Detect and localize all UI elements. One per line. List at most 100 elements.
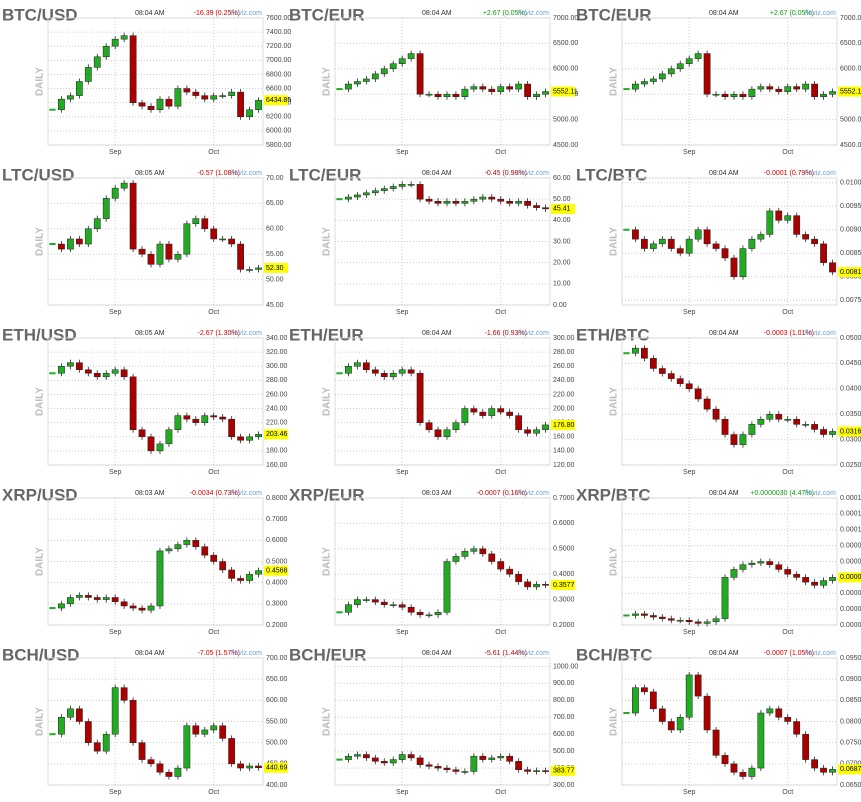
- y-tick-label: 0.00009: [840, 542, 861, 549]
- candle: [461, 551, 469, 557]
- panel-title: ETH/EUR: [289, 325, 364, 344]
- watermark: finviz.com: [518, 330, 549, 337]
- y-tick-label: 40.00: [553, 217, 571, 224]
- y-tick-label: 300.00: [266, 363, 288, 370]
- y-tick-label: 0.0075: [840, 297, 861, 304]
- candle: [470, 86, 478, 90]
- x-tick-label: Sep: [396, 149, 409, 156]
- candle: [461, 771, 469, 773]
- y-tick-label: 0.00012: [840, 495, 861, 502]
- candle: [156, 763, 164, 773]
- candle: [201, 729, 209, 735]
- candle: [703, 229, 711, 245]
- watermark: finviz.com: [231, 170, 262, 177]
- candle: [407, 184, 415, 186]
- candle: [416, 53, 424, 95]
- candle: [165, 98, 173, 107]
- time: 08:03 AM: [422, 490, 452, 497]
- y-tick-label: 6800.00: [266, 71, 291, 78]
- plot-frame: [47, 497, 264, 626]
- candle: [147, 759, 155, 765]
- y-axis-label: DAILY: [609, 67, 620, 96]
- candle: [165, 548, 173, 552]
- candle: [75, 595, 83, 598]
- y-tick-label: 160.00: [266, 462, 288, 469]
- y-tick-label: 7200.00: [266, 43, 291, 50]
- y-tick-label: 0.0700: [840, 761, 861, 768]
- candle: [757, 419, 765, 425]
- time: 08:05 AM: [135, 170, 165, 177]
- y-tick-label: 0.0090: [840, 227, 861, 234]
- candle: [255, 434, 262, 438]
- candle: [84, 369, 92, 374]
- candle: [461, 88, 469, 97]
- candle: [183, 540, 191, 545]
- candle: [362, 192, 370, 196]
- candle: [362, 599, 370, 601]
- change: +0.0000030 (4.47%): [750, 490, 814, 497]
- candle: [120, 687, 128, 701]
- candle: [649, 358, 657, 369]
- watermark: finviz.com: [805, 490, 836, 497]
- candle: [829, 262, 836, 273]
- time: 08:04 AM: [709, 10, 739, 17]
- candle: [524, 429, 531, 434]
- panel-title: XRP/EUR: [289, 485, 365, 504]
- time: 08:04 AM: [709, 490, 739, 497]
- candle: [237, 91, 244, 118]
- candle: [354, 362, 361, 367]
- y-tick-label: 0.0400: [840, 386, 861, 393]
- candle: [93, 218, 101, 230]
- candle: [237, 578, 244, 581]
- candle: [721, 755, 729, 765]
- candle: [371, 190, 379, 194]
- y-tick-label: 7600.00: [266, 15, 291, 22]
- y-tick-label: 800.00: [553, 697, 575, 704]
- candle: [228, 238, 236, 245]
- y-tick-label: 70.00: [266, 175, 284, 182]
- candle: [147, 253, 155, 265]
- candle: [506, 201, 514, 204]
- candle: [192, 540, 200, 547]
- candle: [479, 196, 487, 200]
- candle: [676, 248, 684, 254]
- y-tick-label: 0.00008: [840, 558, 861, 565]
- change: -1.66 (0.93%): [485, 330, 527, 337]
- x-tick-label: Sep: [683, 309, 696, 316]
- candle: [488, 196, 496, 200]
- candle: [515, 415, 523, 430]
- candle: [784, 569, 792, 575]
- candle: [497, 86, 505, 92]
- plot-frame: [47, 337, 264, 466]
- plot-frame: [47, 17, 264, 146]
- time: 08:04 AM: [709, 170, 739, 177]
- candle: [632, 347, 639, 354]
- x-tick-label: Oct: [495, 789, 506, 796]
- y-tick-label: 6500.00: [840, 40, 861, 47]
- candle: [345, 755, 352, 760]
- candle: [829, 91, 836, 95]
- y-tick-label: 7000.00: [840, 15, 861, 22]
- watermark: finviz.com: [805, 170, 836, 177]
- candle: [658, 238, 666, 245]
- plot-frame: [334, 17, 551, 146]
- x-tick-label: Oct: [782, 469, 793, 476]
- candle: [174, 415, 182, 430]
- watermark: finviz.com: [805, 650, 836, 657]
- watermark: finviz.com: [805, 330, 836, 337]
- candle: [93, 597, 101, 600]
- candle: [802, 83, 810, 90]
- candle: [757, 712, 765, 769]
- candle: [712, 408, 720, 420]
- candle: [658, 616, 666, 619]
- watermark: finviz.com: [518, 650, 549, 657]
- candle: [802, 577, 810, 583]
- plot-frame: [334, 657, 551, 786]
- y-tick-label: 240.00: [553, 377, 575, 384]
- candle: [398, 58, 406, 64]
- candle: [524, 769, 531, 772]
- candle: [667, 238, 675, 249]
- time: 08:04 AM: [709, 650, 739, 657]
- candle: [443, 561, 451, 613]
- candle: [380, 68, 388, 75]
